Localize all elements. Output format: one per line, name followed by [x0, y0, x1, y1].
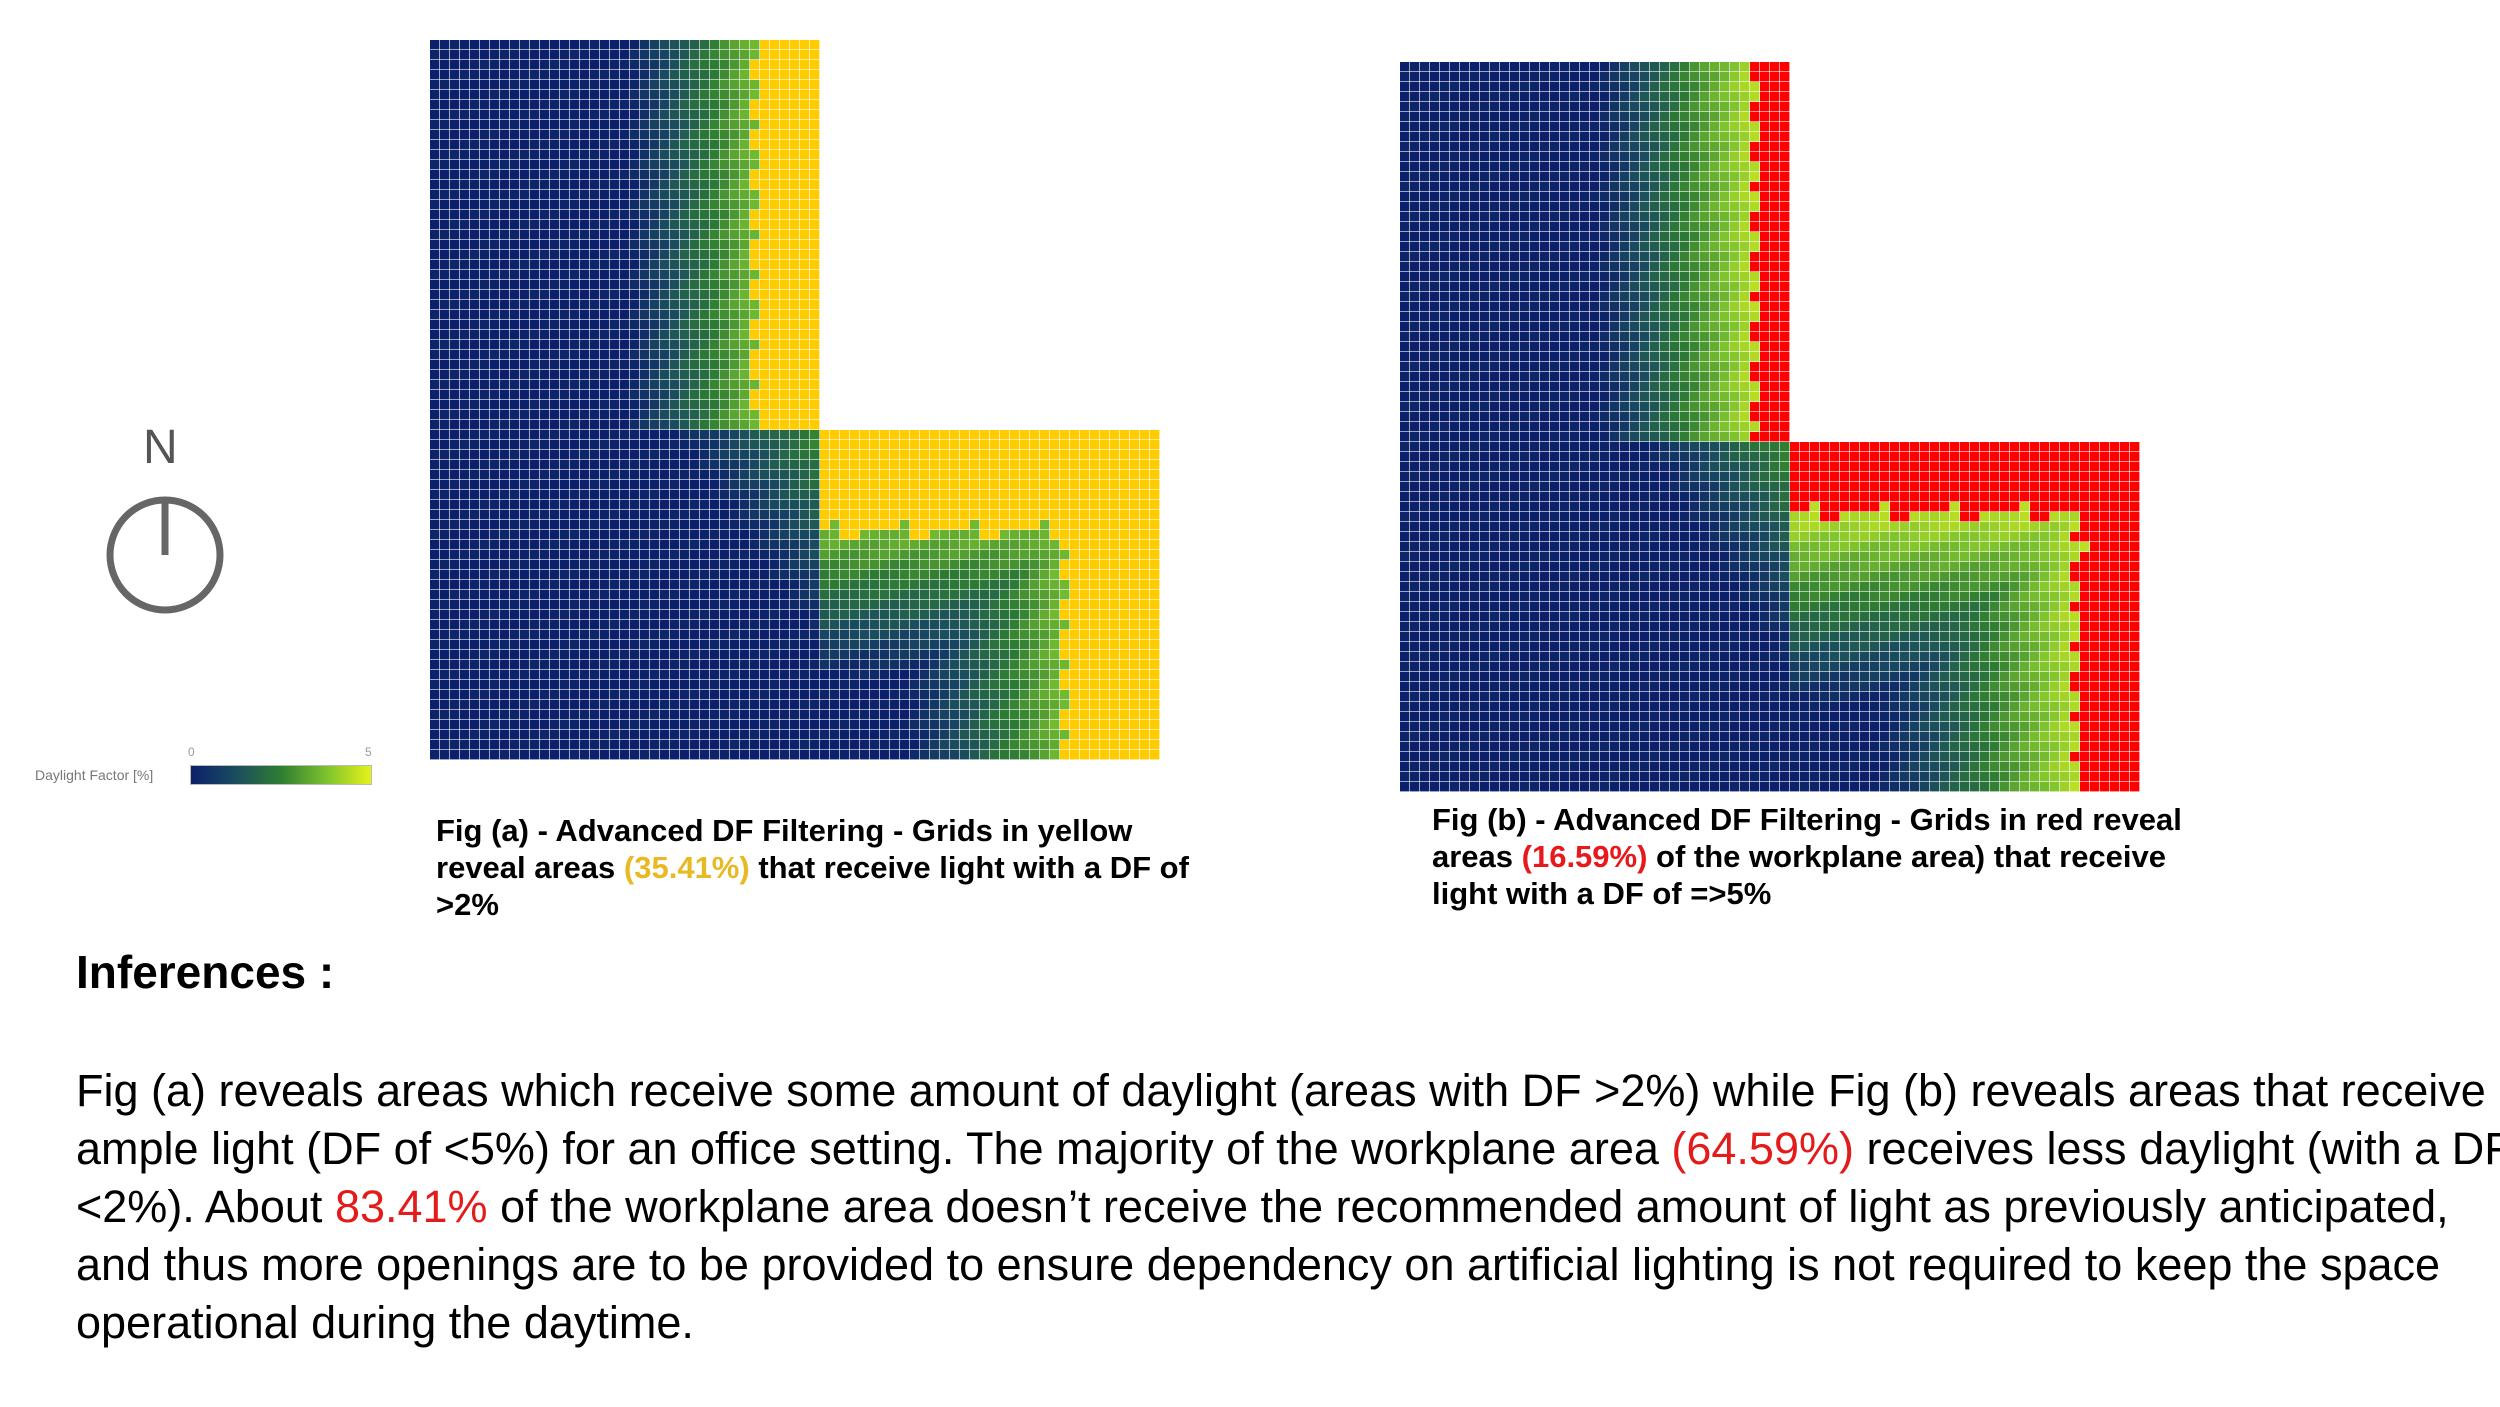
inferences-heading: Inferences :: [76, 946, 335, 998]
inferences-text-2: receives less daylight (with a DF <2%). …: [76, 1123, 2500, 1232]
inferences-text-1: Fig (a) reveals areas which receive some…: [76, 1065, 2486, 1174]
caption-a-text: Fig (a) - Advanced DF Filtering - Grids …: [436, 813, 1133, 885]
legend-color-bar: [190, 765, 372, 785]
compass-icon: [106, 496, 224, 614]
inferences-text-3: of the workplane area doesn’t receive th…: [76, 1181, 2449, 1348]
legend-min-label: 0: [188, 745, 195, 759]
inferences-paragraph: Fig (a) reveals areas which receive some…: [76, 1062, 2500, 1352]
caption-b-text-end: of the workplane area) that receive ligh…: [1432, 839, 2167, 911]
caption-figure-a: Fig (a) - Advanced DF Filtering - Grids …: [436, 812, 1226, 923]
inferences-highlight-1: (64.59%): [1671, 1123, 1854, 1174]
inferences-highlight-2: 83.41%: [334, 1181, 488, 1232]
caption-b-percentage: (16.59%): [1521, 839, 1648, 874]
legend-title: Daylight Factor [%]: [35, 767, 154, 783]
caption-figure-b: Fig (b) - Advanced DF Filtering - Grids …: [1432, 801, 2232, 912]
north-compass: N: [100, 420, 230, 620]
heatmap-figure-a: [430, 40, 1160, 760]
caption-b-text: Fig (b) - Advanced DF Filtering - Grids …: [1432, 802, 2182, 874]
north-label: N: [143, 421, 178, 474]
legend-max-label: 5: [365, 745, 372, 759]
caption-a-percentage: (35.41%): [623, 850, 750, 885]
heatmap-figure-b: [1400, 62, 2140, 792]
daylight-legend: Daylight Factor [%] 0 5: [35, 745, 375, 795]
caption-a-text-end: that receive light with a DF of >2%: [436, 850, 1189, 922]
